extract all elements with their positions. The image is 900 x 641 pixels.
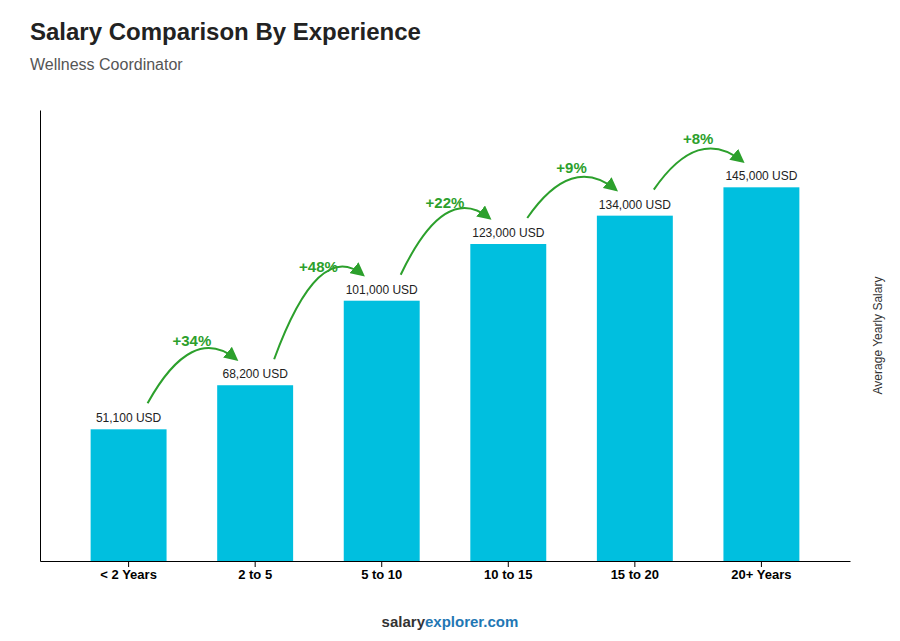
change-arrow	[401, 208, 490, 275]
x-tick-mark	[761, 561, 762, 567]
y-axis	[40, 111, 41, 562]
bar	[344, 301, 420, 561]
x-tick-label: 20+ Years	[731, 567, 791, 582]
change-arrow	[274, 266, 363, 359]
x-tick-mark	[128, 561, 129, 567]
x-tick: 10 to 15	[484, 561, 532, 582]
x-tick: < 2 Years	[100, 561, 157, 582]
bar	[723, 187, 799, 561]
x-tick: 5 to 10	[361, 561, 402, 582]
title: Salary Comparison By Experience	[30, 18, 421, 45]
chart: Salary Comparison By Experience Wellness …	[0, 0, 900, 641]
x-tick-mark	[634, 561, 635, 567]
bar	[91, 429, 167, 561]
data-label: 123,000 USD	[472, 226, 544, 240]
annotations: +34% +48% +22% +9% +8%	[148, 130, 743, 403]
x-tick: 15 to 20	[611, 561, 659, 582]
change-label: +9%	[556, 159, 586, 176]
x-tick-label: 2 to 5	[238, 567, 272, 582]
x-tick: 20+ Years	[731, 561, 791, 582]
data-label: 51,100 USD	[96, 411, 162, 425]
y-axis-title: Average Yearly Salary	[871, 277, 885, 395]
data-label: 68,200 USD	[222, 367, 288, 381]
change-arrow	[654, 148, 743, 189]
change-label: +8%	[683, 130, 713, 147]
x-axis: < 2 Years 2 to 5 5 to 10 10 to 15 15 to 20 20…	[41, 561, 851, 582]
change-label: +34%	[172, 332, 211, 349]
x-tick-mark	[255, 561, 256, 567]
x-tick-mark	[381, 561, 382, 567]
data-labels: 51,100 USD 68,200 USD 101,000 USD 123,000 U…	[96, 169, 798, 425]
bar	[217, 385, 293, 561]
data-label: 134,000 USD	[599, 198, 671, 212]
data-label: 145,000 USD	[725, 169, 797, 183]
footer-part: salary	[382, 613, 426, 630]
footer: salaryexplorer.com	[382, 613, 519, 630]
subtitle: Wellness Coordinator	[30, 56, 183, 73]
x-tick-label: 15 to 20	[611, 567, 659, 582]
change-arrow	[527, 177, 616, 218]
x-tick-label: 10 to 15	[484, 567, 532, 582]
x-tick-label: 5 to 10	[361, 567, 402, 582]
x-tick-mark	[508, 561, 509, 567]
x-axis-line	[41, 561, 851, 562]
bars	[91, 187, 800, 561]
x-tick: 2 to 5	[238, 561, 272, 582]
bar	[470, 244, 546, 561]
data-label: 101,000 USD	[346, 283, 418, 297]
x-tick-label: < 2 Years	[100, 567, 157, 582]
footer-part: explorer.com	[425, 613, 518, 630]
change-label: +48%	[299, 258, 338, 275]
change-arrow	[148, 348, 237, 403]
y-axis-line	[40, 111, 41, 562]
bar	[597, 216, 673, 561]
change-label: +22%	[426, 194, 465, 211]
